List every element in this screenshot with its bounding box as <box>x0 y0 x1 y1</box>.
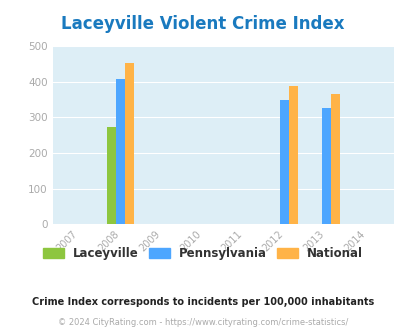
Bar <box>330 94 339 224</box>
Bar <box>321 108 330 224</box>
Text: Laceyville Violent Crime Index: Laceyville Violent Crime Index <box>61 15 344 33</box>
Bar <box>125 63 134 224</box>
Legend: Laceyville, Pennsylvania, National: Laceyville, Pennsylvania, National <box>38 242 367 265</box>
Bar <box>107 127 116 224</box>
Bar <box>289 86 298 224</box>
Bar <box>116 79 125 224</box>
Bar <box>280 100 289 224</box>
Text: © 2024 CityRating.com - https://www.cityrating.com/crime-statistics/: © 2024 CityRating.com - https://www.city… <box>58 318 347 327</box>
Text: Crime Index corresponds to incidents per 100,000 inhabitants: Crime Index corresponds to incidents per… <box>32 297 373 307</box>
